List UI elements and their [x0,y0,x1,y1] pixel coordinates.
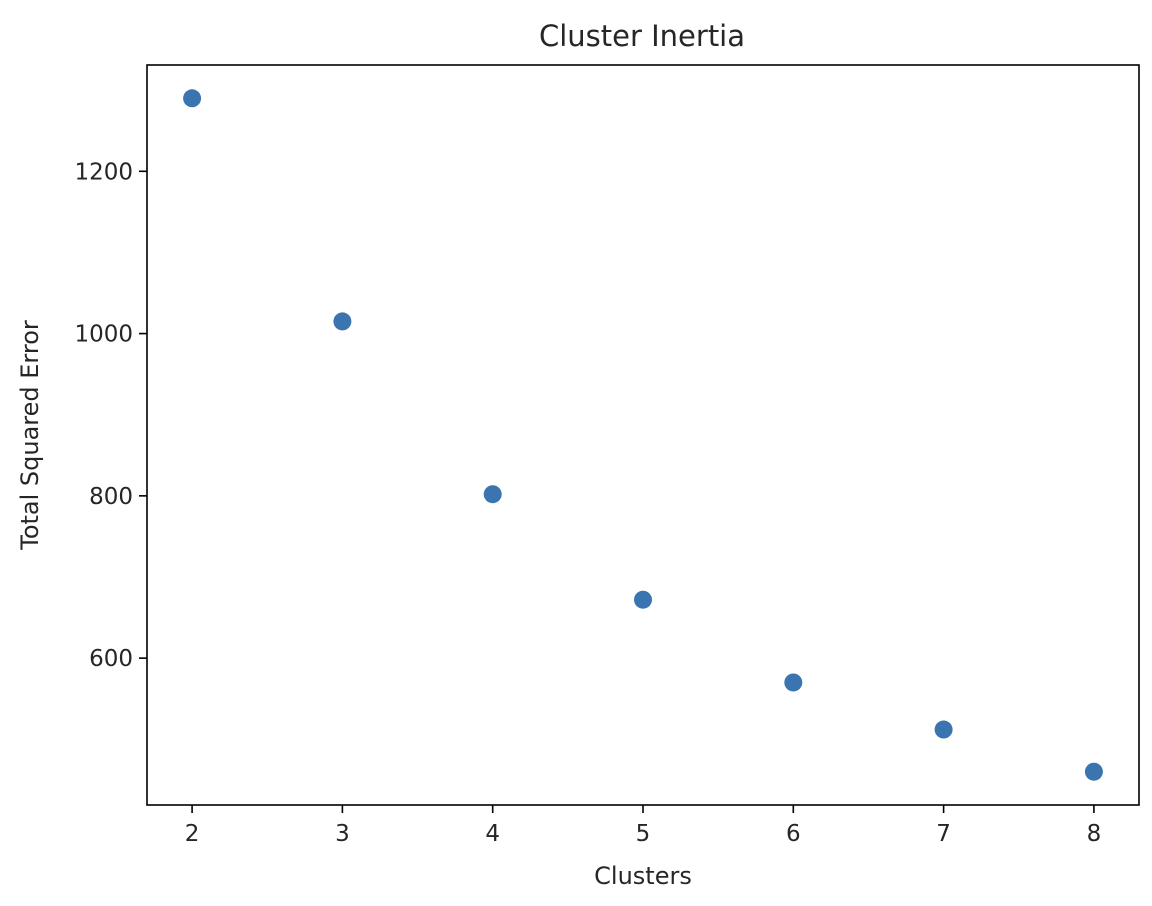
x-tick-label: 4 [485,821,500,847]
x-tick-label: 2 [185,821,200,847]
y-tick-label: 600 [89,646,133,672]
y-axis: 600 800 1000 1200 [74,159,147,672]
data-point [483,485,502,504]
x-tick-label: 6 [786,821,801,847]
plot-frame [146,64,1140,806]
data-points [183,89,1103,781]
y-axis-title: Total Squared Error [16,320,44,551]
data-point [183,89,202,108]
x-axis: 2 3 4 5 6 7 8 [185,805,1101,847]
y-tick-label: 800 [89,484,133,510]
data-point [333,312,352,331]
chart-title: Cluster Inertia [539,19,745,53]
data-point [634,590,652,609]
x-axis-title: Clusters [594,862,692,890]
x-tick-label: 8 [1087,821,1102,847]
y-tick-label: 1000 [74,322,133,348]
x-tick-label: 5 [636,821,651,847]
data-point [1084,762,1103,781]
x-tick-label: 7 [936,821,951,847]
y-tick-label: 1200 [74,159,133,185]
x-tick-label: 3 [335,821,350,847]
data-point [934,720,953,739]
data-point [784,673,803,692]
